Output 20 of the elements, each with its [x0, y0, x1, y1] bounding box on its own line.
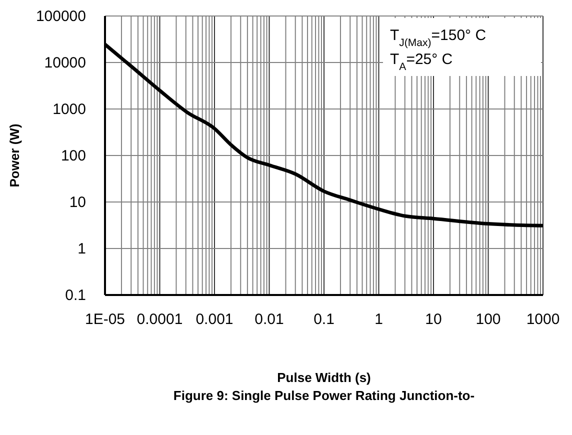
x-tick-label: 0.01 — [254, 311, 284, 328]
y-tick-label: 10000 — [44, 54, 86, 72]
x-axis-title: Pulse Width (s) — [277, 370, 371, 385]
text: T$_{J(Max)}$=150° C T$_{A}$=25° C — [390, 27, 486, 73]
x-tick-label: 0.001 — [196, 311, 234, 328]
x-tick-label: 100 — [476, 311, 501, 328]
y-tick-label: 100000 — [36, 8, 86, 25]
caption: Figure 9: Single Pulse Power Rating Junction-to- — [173, 388, 475, 403]
x-tick-label: 1000 — [526, 311, 560, 328]
y-tick-label: 1 — [78, 240, 86, 258]
y-tick-label: 10 — [69, 194, 86, 211]
x-tick-label: 1E-05 — [84, 311, 126, 328]
y-tick-label: 0.1 — [65, 287, 86, 304]
y-tick-label: 100 — [60, 148, 86, 164]
x-tick-label: 0.0001 — [136, 311, 183, 328]
y-tick-label: 1000 — [52, 101, 86, 118]
x-tick-label: 0.1 — [314, 311, 334, 328]
y-axis-title: Power (W) — [7, 124, 22, 188]
x-tick-label: 10 — [425, 311, 442, 328]
x-tick-label: 1 — [374, 311, 383, 328]
